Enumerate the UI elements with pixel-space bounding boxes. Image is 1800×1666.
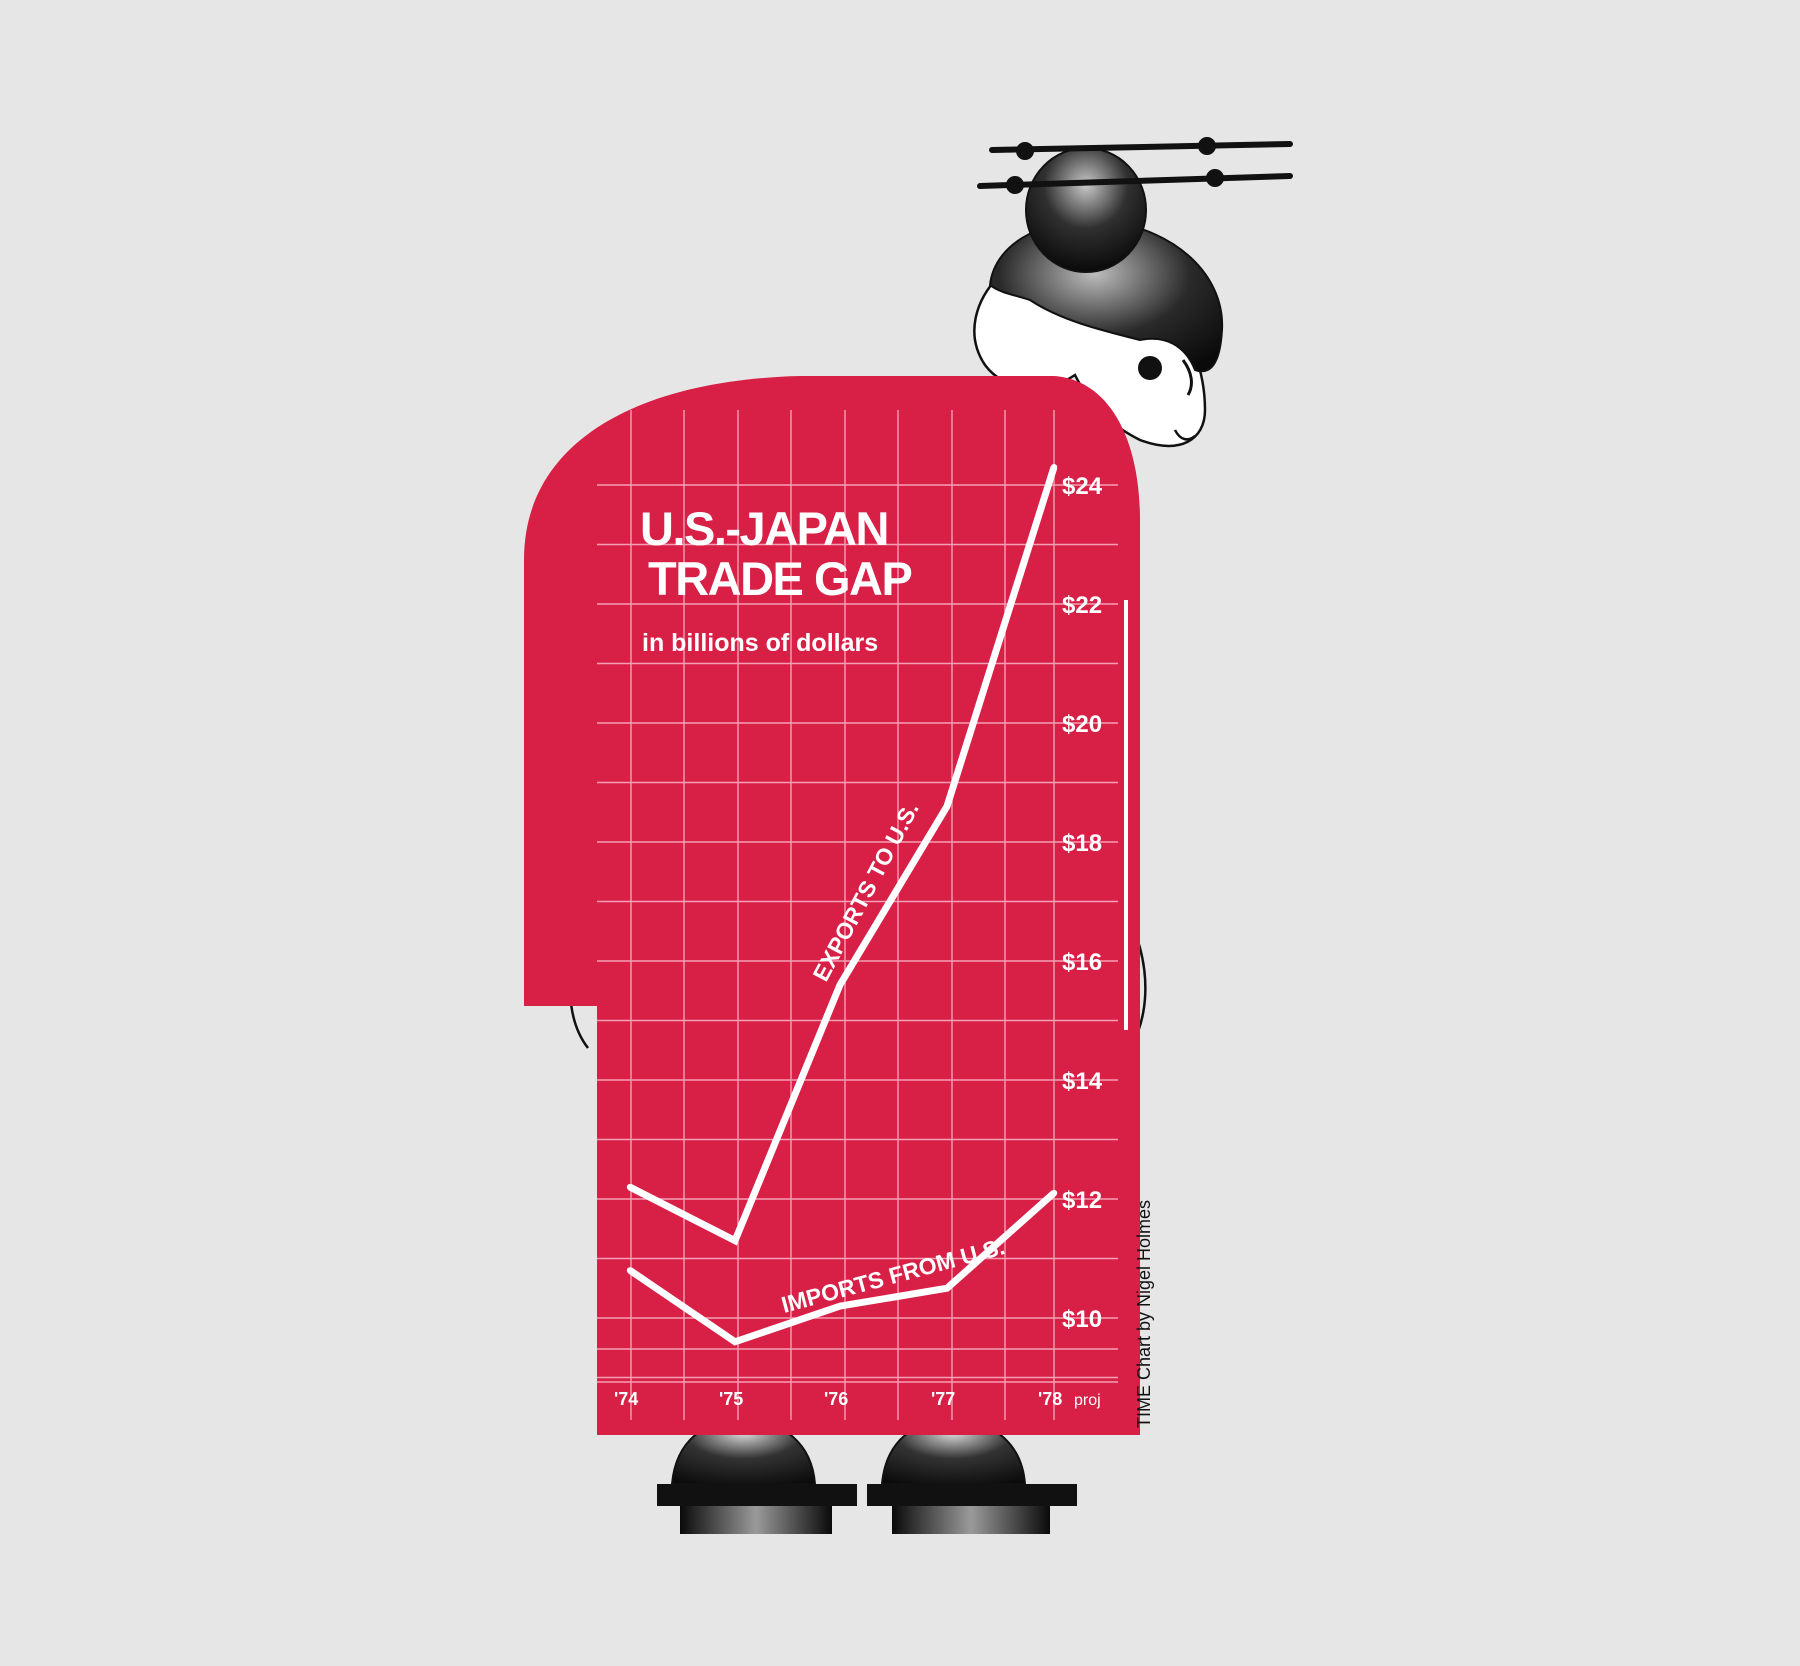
- kimono-body: [524, 376, 1140, 1435]
- chart-title-line-2: TRADE GAP: [648, 552, 911, 605]
- y-tick-label: $14: [1062, 1068, 1103, 1095]
- exports-point: [626, 1183, 634, 1191]
- x-axis-ticks: '74 '75 '76 '77 '78 proj: [614, 1389, 1101, 1409]
- right-shoe: [867, 1418, 1077, 1534]
- y-tick-label: $12: [1062, 1187, 1102, 1214]
- exports-point: [1050, 463, 1058, 471]
- left-shoe: [657, 1418, 857, 1534]
- imports-point: [731, 1338, 739, 1346]
- imports-point: [943, 1285, 951, 1292]
- exports-point: [836, 981, 844, 988]
- chart-grid: [597, 410, 1118, 1420]
- head: [973, 147, 1224, 448]
- mouth: [1173, 429, 1196, 441]
- chart-title-line-1: U.S.-JAPAN: [640, 502, 888, 555]
- y-tick-label: $20: [1062, 711, 1102, 738]
- chart-credit: TIME Chart by Nigel Holmes: [1134, 1200, 1154, 1428]
- x-tick-label: '78: [1038, 1389, 1062, 1409]
- y-axis-ticks: $10 $12 $14 $16 $18 $20 $22 $24: [1062, 473, 1103, 1333]
- eye-icon: [1138, 356, 1162, 380]
- x-tick-label: '77: [931, 1389, 955, 1409]
- x-tick-label: '74: [614, 1389, 638, 1409]
- y-tick-label: $22: [1062, 592, 1102, 619]
- series-lines: [626, 463, 1058, 1346]
- x-tick-suffix: proj: [1074, 1392, 1101, 1409]
- exports-point: [943, 803, 951, 810]
- chart-title-block: U.S.-JAPAN TRADE GAP in billions of doll…: [640, 502, 913, 657]
- x-tick-label: '76: [824, 1389, 848, 1409]
- y-tick-label: $18: [1062, 830, 1102, 857]
- imports-point: [1050, 1189, 1058, 1197]
- chart-subtitle: in billions of dollars: [642, 629, 878, 657]
- hair-pins: [977, 137, 1293, 194]
- x-tick-label: '75: [719, 1389, 743, 1409]
- y-tick-label: $10: [1062, 1306, 1102, 1333]
- imports-point: [626, 1267, 634, 1274]
- y-tick-label: $24: [1062, 473, 1103, 500]
- y-tick-label: $16: [1062, 949, 1102, 976]
- closed-eye: [1181, 359, 1193, 396]
- imports-point: [836, 1302, 844, 1310]
- hair-bun: [1025, 147, 1147, 273]
- exports-point: [731, 1237, 739, 1244]
